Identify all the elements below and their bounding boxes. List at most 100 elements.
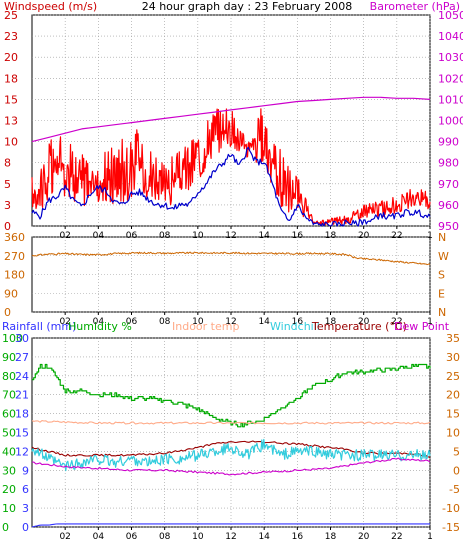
wind-y-tick-label: 3	[4, 199, 11, 212]
x-tick-label: 14	[258, 317, 270, 327]
humidity-y-tick-label: 80	[2, 370, 16, 383]
x-tick-label: 02	[59, 231, 70, 241]
x-tick-label: 02	[59, 317, 70, 327]
indoor-line	[31, 420, 431, 425]
barometer-y-tick-label: 990	[438, 136, 459, 149]
gust-line	[31, 108, 431, 226]
rainfall-y-tick-label: 12	[15, 445, 29, 458]
windchill-line	[31, 438, 431, 472]
x-tick-label: 18	[325, 532, 337, 542]
x-tick-label: 12	[225, 231, 236, 241]
humidity-y-tick-label: 50	[2, 427, 16, 440]
legend-temperature: Temperature (°C)	[311, 320, 407, 333]
x-tick-label: 1	[427, 317, 433, 327]
x-tick-label: 18	[325, 231, 337, 241]
barometer-y-tick-label: 1050	[438, 9, 463, 22]
temperature-y-tick-label: 30	[446, 351, 460, 364]
x-tick-label: 08	[159, 532, 171, 542]
x-tick-label: 18	[325, 317, 337, 327]
temperature-y-tick-label: -15	[442, 521, 460, 534]
direction-compass-label: S	[438, 269, 445, 282]
x-tick-label: 08	[159, 317, 171, 327]
x-tick-label: 04	[93, 532, 105, 542]
rainfall-y-tick-label: 30	[15, 332, 29, 345]
temperature-y-tick-label: 0	[453, 464, 460, 477]
barometer-y-tick-label: 1030	[438, 51, 463, 64]
x-tick-label: 06	[126, 231, 138, 241]
x-tick-label: 04	[93, 317, 105, 327]
rainfall-y-tick-label: 9	[22, 464, 29, 477]
barometer-y-tick-label: 1010	[438, 93, 463, 106]
wind-y-tick-label: 23	[4, 30, 18, 43]
rainfall-y-tick-label: 24	[15, 370, 29, 383]
direction-compass-label: N	[438, 231, 446, 244]
direction-compass-label: N	[438, 306, 446, 319]
barometer-y-tick-label: 980	[438, 157, 459, 170]
wind-right-axis-label: Barometer (hPa)	[370, 0, 460, 13]
x-tick-label: 22	[391, 532, 402, 542]
barometer-y-tick-label: 1020	[438, 72, 463, 85]
temperature-y-tick-label: -5	[449, 483, 460, 496]
x-tick-label: 20	[358, 317, 370, 327]
x-tick-label: 22	[391, 317, 402, 327]
rainfall-y-tick-label: 27	[15, 351, 29, 364]
rainfall-y-tick-label: 3	[22, 502, 29, 515]
temperature-y-tick-label: 20	[446, 389, 460, 402]
legend-indoor-temp: Indoor temp	[172, 320, 239, 333]
direction-y-tick-label: 0	[4, 306, 11, 319]
wind-y-tick-label: 15	[4, 93, 18, 106]
direction-y-tick-label: 360	[4, 231, 25, 244]
barometer-y-tick-label: 970	[438, 178, 459, 191]
x-tick-label: 20	[358, 231, 370, 241]
temperature-y-tick-label: 10	[446, 427, 460, 440]
x-tick-label: 20	[358, 532, 370, 542]
temperature-y-tick-label: 15	[446, 408, 460, 421]
humidity-y-tick-label: 20	[2, 483, 16, 496]
x-tick-label: 12	[225, 317, 236, 327]
x-tick-label: 10	[192, 231, 204, 241]
barometer-y-tick-label: 1000	[438, 115, 463, 128]
direction-y-tick-label: 270	[4, 250, 25, 263]
wind-y-tick-label: 0	[4, 220, 11, 233]
rainfall-y-tick-label: 18	[15, 408, 29, 421]
direction-y-tick-label: 180	[4, 269, 25, 282]
humidity-line	[32, 363, 431, 428]
rainfall-line	[31, 523, 430, 528]
temperature-y-tick-label: -10	[442, 502, 460, 515]
x-tick-label: 08	[159, 231, 171, 241]
wind-y-tick-label: 18	[4, 72, 18, 85]
humidity-y-tick-label: 90	[2, 351, 16, 364]
legend-humidity: Humidity %	[68, 320, 132, 333]
x-tick-label: 16	[292, 532, 304, 542]
humidity-y-tick-label: 40	[2, 445, 16, 458]
legend-dew-point: Dew Point	[394, 320, 450, 333]
rainfall-y-tick-label: 15	[15, 427, 29, 440]
x-tick-label: 02	[59, 532, 70, 542]
humidity-y-tick-label: 0	[2, 521, 9, 534]
humidity-y-tick-label: 70	[2, 389, 16, 402]
direction-compass-label: E	[438, 287, 445, 300]
x-tick-label: 06	[126, 317, 138, 327]
x-tick-label: 14	[258, 532, 270, 542]
x-tick-label: 04	[93, 231, 105, 241]
x-tick-label: 06	[126, 532, 138, 542]
wind-y-tick-label: 13	[4, 115, 18, 128]
humidity-y-tick-label: 30	[2, 464, 16, 477]
barometer-y-tick-label: 950	[438, 220, 459, 233]
direction-y-tick-label: 90	[4, 287, 18, 300]
rainfall-y-tick-label: 0	[22, 521, 29, 534]
x-tick-label: 10	[192, 532, 204, 542]
direction-compass-label: W	[438, 250, 449, 263]
x-tick-label: 22	[391, 231, 402, 241]
wind-y-tick-label: 20	[4, 51, 18, 64]
temperature-y-tick-label: 25	[446, 370, 460, 383]
humidity-y-tick-label: 10	[2, 502, 16, 515]
humidity-y-tick-label: 100	[2, 332, 23, 345]
x-tick-label: 1	[427, 231, 433, 241]
x-tick-label: 14	[258, 231, 270, 241]
x-tick-label: 16	[292, 231, 304, 241]
temperature-y-tick-label: 5	[453, 445, 460, 458]
humidity-y-tick-label: 60	[2, 408, 16, 421]
temperature-y-tick-label: 35	[446, 332, 460, 345]
